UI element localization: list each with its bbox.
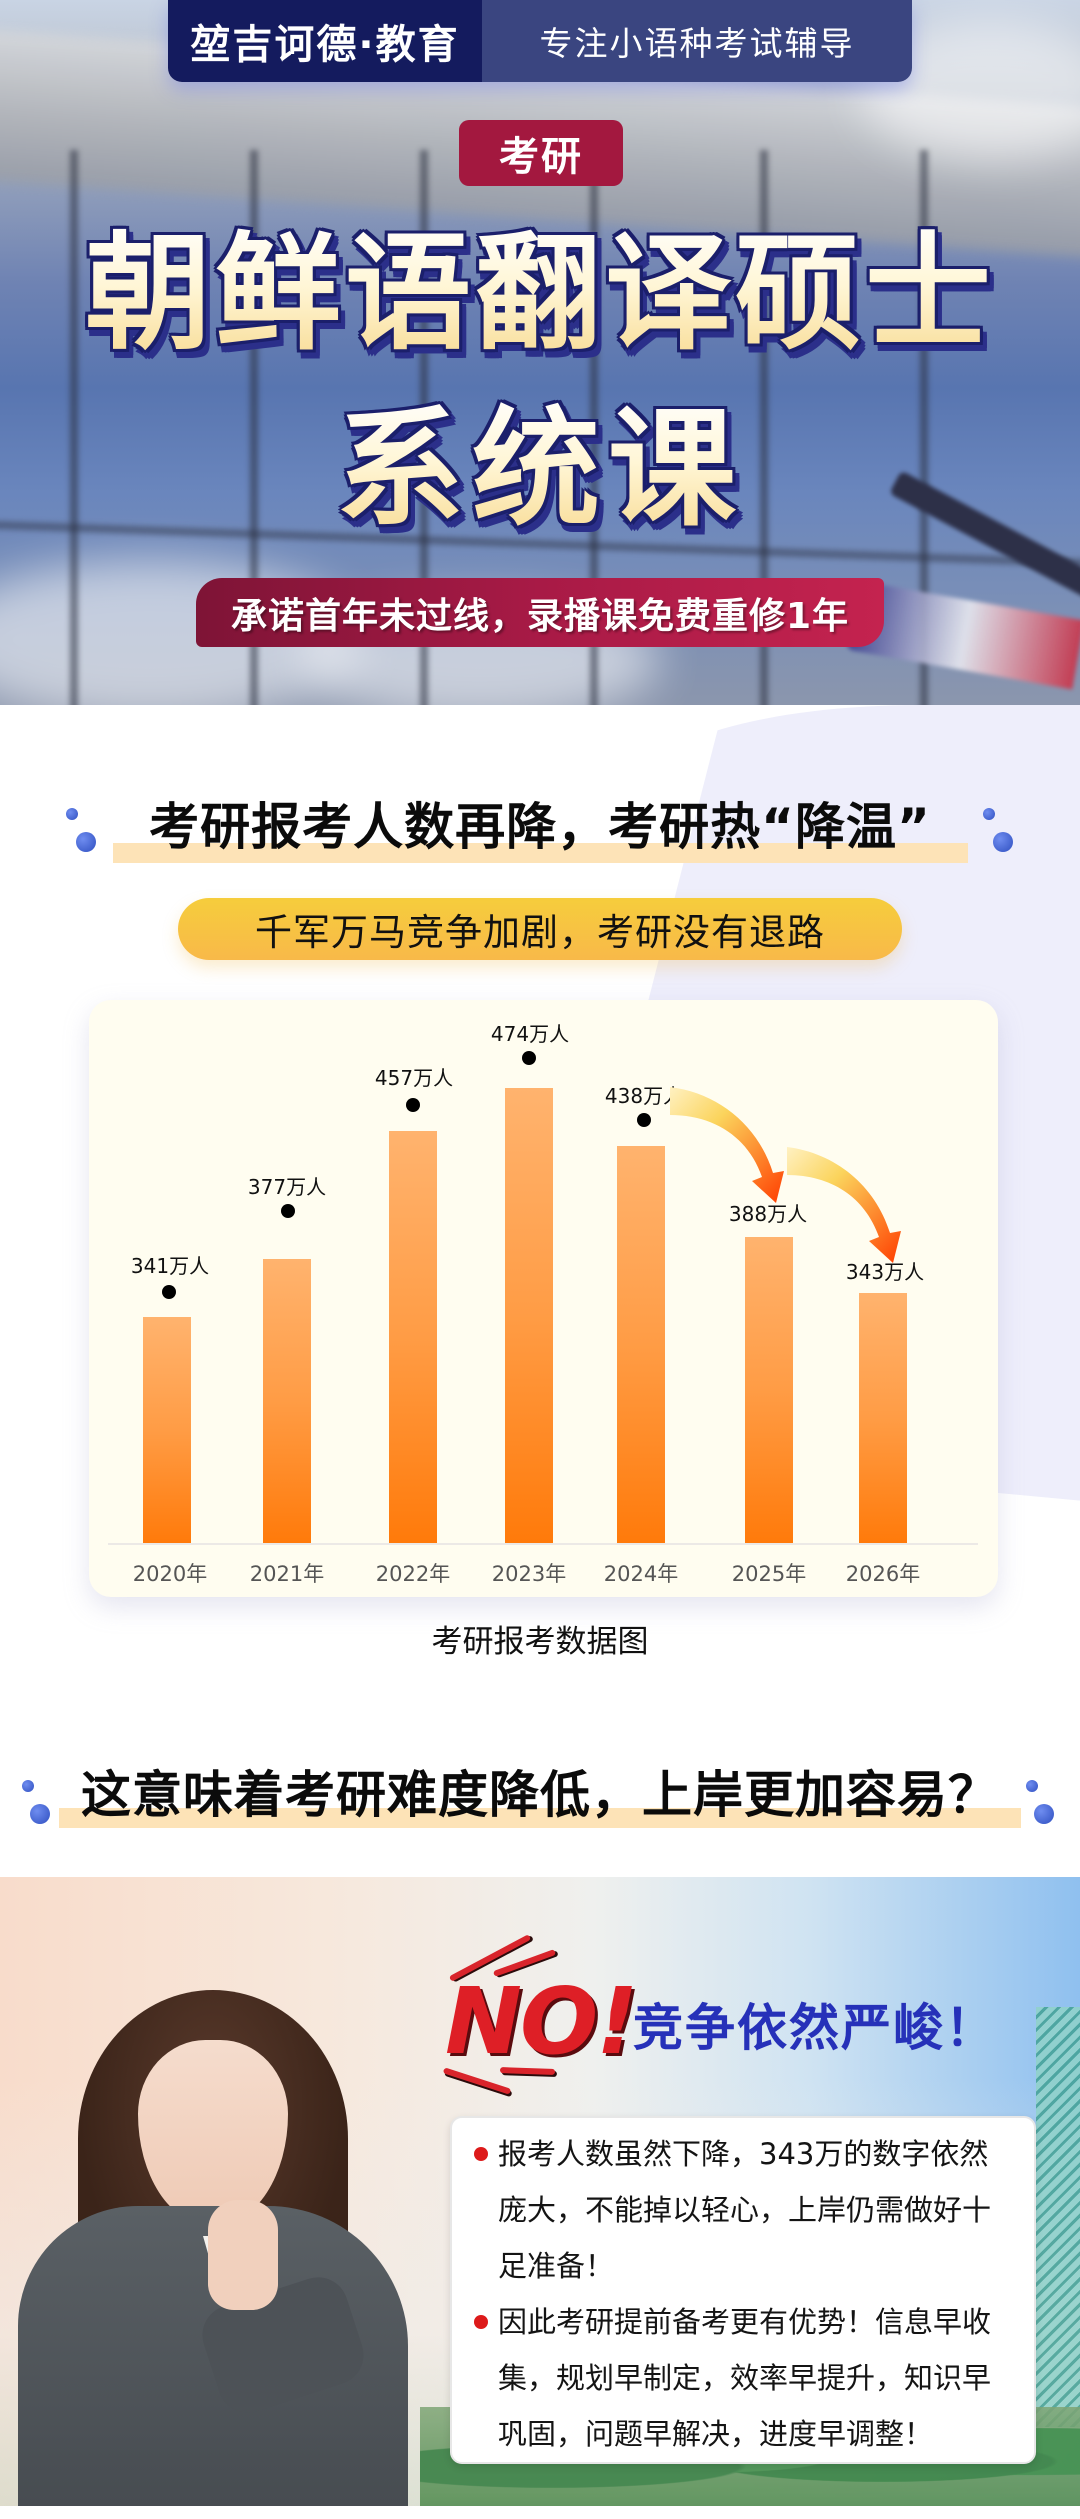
value-label-2021: 377万人 — [247, 1175, 327, 1199]
window-frame — [420, 150, 428, 705]
promise-ribbon: 承诺首年未过线，录播课免费重修1年 — [196, 578, 884, 647]
window-frame — [590, 150, 598, 705]
x-label-2020: 2020年 — [132, 1562, 208, 1586]
decline-arrow-icon — [670, 1087, 784, 1203]
bar-2022 — [389, 1131, 437, 1544]
decline-arrow-icon — [787, 1147, 901, 1263]
x-label-2022: 2022年 — [375, 1562, 451, 1586]
x-label-2023: 2023年 — [491, 1562, 567, 1586]
course-title-line1: 朝鲜语翻译硕士 — [0, 214, 1080, 374]
info-card: 报考人数虽然下降，343万的数字依然庞大，不能掉以轻心，上岸仍需做好十足准备！ … — [450, 2116, 1036, 2464]
bar-2021 — [263, 1259, 311, 1544]
question-headline: 这意味着考研难度降低，上岸更加容易？ — [81, 1766, 999, 1824]
competition-subtitle: 竞争依然严峻！ — [633, 1999, 997, 2057]
data-point-marker — [162, 1285, 176, 1299]
data-point-marker — [522, 1051, 536, 1065]
window-frame — [920, 150, 928, 705]
value-label-2023: 474万人 — [490, 1022, 570, 1046]
window-frame — [250, 150, 258, 705]
value-label-2020: 341万人 — [130, 1254, 210, 1278]
x-label-2025: 2025年 — [731, 1562, 807, 1586]
x-label-2026: 2026年 — [845, 1562, 921, 1586]
window-frame — [70, 150, 78, 705]
bar-2024 — [617, 1146, 665, 1544]
chart-x-axis — [108, 1543, 978, 1545]
headline-highlight — [59, 1808, 1021, 1828]
x-label-2021: 2021年 — [249, 1562, 325, 1586]
course-title-line2: 系统课 — [0, 390, 1080, 550]
value-label-2025: 388万人 — [728, 1202, 808, 1226]
hero-banner: 堃吉诃德·教育 专注小语种考试辅导 考研 朝鲜语翻译硕士 系统课 承诺首年未过线… — [0, 0, 1080, 705]
value-label-2026: 343万人 — [845, 1260, 925, 1284]
bullet-item: 因此考研提前备考更有优势！信息早收集，规划早制定，效率早提升，知识早巩固，问题早… — [474, 2294, 1016, 2462]
building-decoration — [1036, 2007, 1080, 2427]
trend-headline: 考研报考人数再降，考研热“降温” — [149, 798, 931, 856]
bar-2020 — [143, 1317, 191, 1544]
face-shape — [138, 2040, 288, 2225]
headline-highlight — [113, 843, 968, 863]
brand-header: 堃吉诃德·教育 专注小语种考试辅导 — [168, 0, 912, 82]
bar-2025 — [745, 1237, 793, 1544]
bar-2023 — [505, 1088, 553, 1544]
x-label-2024: 2024年 — [603, 1562, 679, 1586]
window-frame — [760, 150, 768, 705]
data-point-marker — [637, 1113, 651, 1127]
bullet-item: 报考人数虽然下降，343万的数字依然庞大，不能掉以轻心，上岸仍需做好十足准备！ — [474, 2126, 1016, 2294]
bar-2026 — [859, 1293, 907, 1544]
data-point-marker — [281, 1204, 295, 1218]
brand-logo[interactable]: 堃吉诃德·教育 — [168, 0, 482, 82]
brand-tagline: 专注小语种考试辅导 — [482, 0, 912, 82]
hand-shape — [208, 2200, 278, 2310]
value-label-2022: 457万人 — [374, 1066, 454, 1090]
exam-type-tag: 考研 — [459, 120, 623, 186]
trend-subheadline-pill: 千军万马竞争加剧，考研没有退路 — [178, 898, 902, 960]
thinking-woman-photo — [18, 1930, 418, 2506]
data-point-marker — [406, 1098, 420, 1112]
chart-caption: 考研报考数据图 — [431, 1624, 649, 1660]
no-label: NO! — [445, 1968, 638, 2075]
